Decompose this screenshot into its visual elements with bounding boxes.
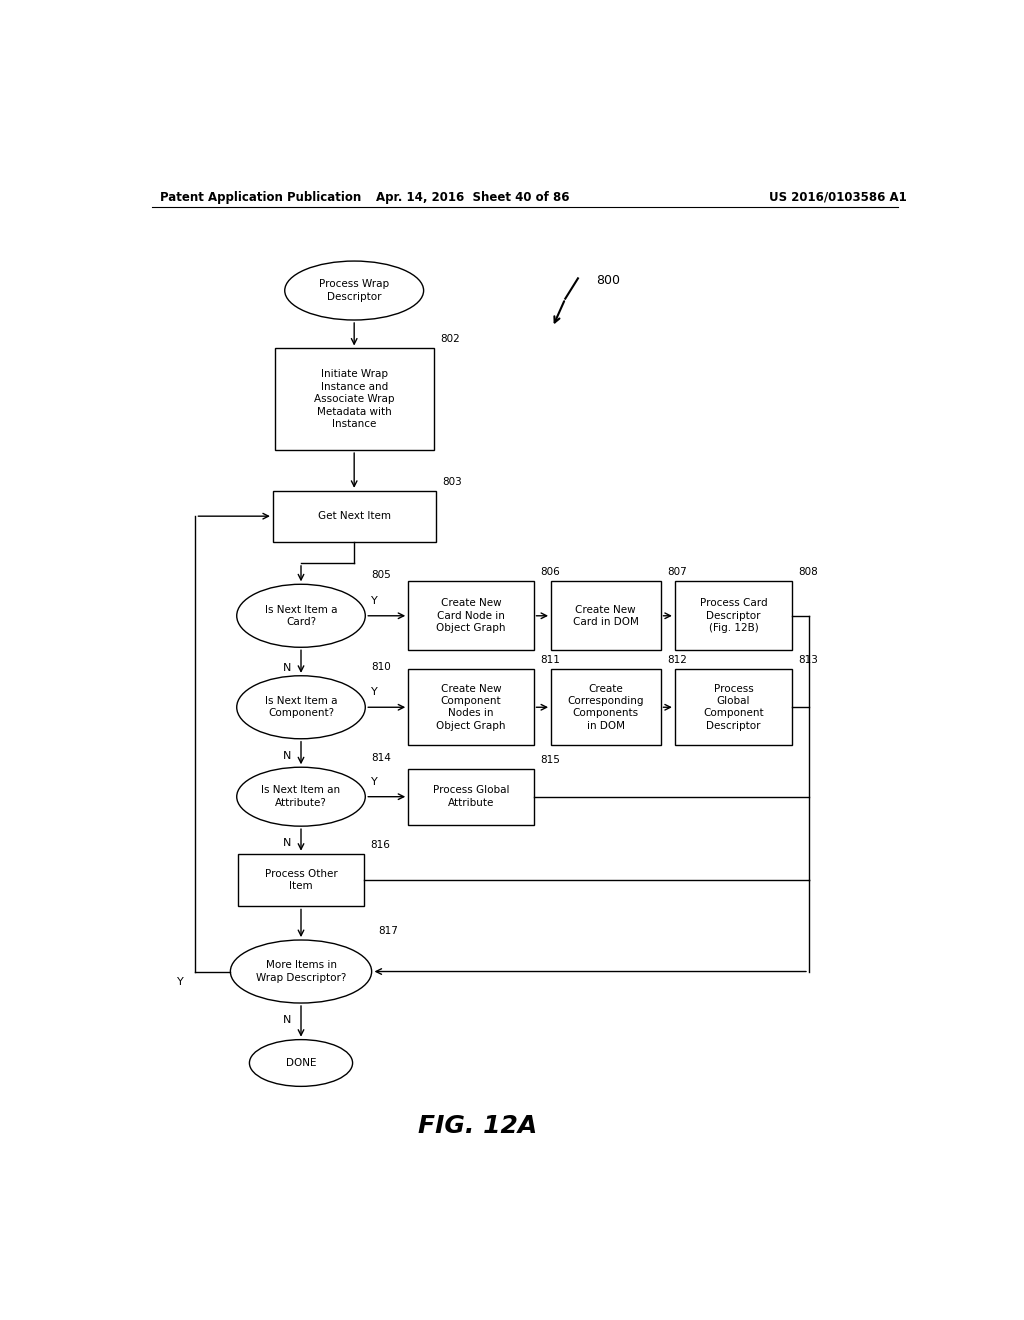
Text: N: N xyxy=(283,751,291,760)
Text: 800: 800 xyxy=(596,273,621,286)
Text: US 2016/0103586 A1: US 2016/0103586 A1 xyxy=(769,190,907,203)
Text: Process Card
Descriptor
(Fig. 12B): Process Card Descriptor (Fig. 12B) xyxy=(699,598,767,634)
Text: 806: 806 xyxy=(540,568,560,577)
Text: Process
Global
Component
Descriptor: Process Global Component Descriptor xyxy=(703,684,764,731)
Text: Is Next Item a
Component?: Is Next Item a Component? xyxy=(265,696,337,718)
Text: Get Next Item: Get Next Item xyxy=(317,511,391,521)
Text: 817: 817 xyxy=(378,925,398,936)
Text: Apr. 14, 2016  Sheet 40 of 86: Apr. 14, 2016 Sheet 40 of 86 xyxy=(377,190,570,203)
Text: Patent Application Publication: Patent Application Publication xyxy=(160,190,361,203)
Text: DONE: DONE xyxy=(286,1059,316,1068)
Text: N: N xyxy=(283,663,291,672)
Text: 811: 811 xyxy=(540,655,560,665)
Text: 814: 814 xyxy=(372,754,391,763)
Text: FIG. 12A: FIG. 12A xyxy=(418,1114,537,1138)
Text: Is Next Item a
Card?: Is Next Item a Card? xyxy=(265,605,337,627)
Text: 807: 807 xyxy=(667,568,687,577)
Text: Initiate Wrap
Instance and
Associate Wrap
Metadata with
Instance: Initiate Wrap Instance and Associate Wra… xyxy=(314,370,394,429)
Text: Y: Y xyxy=(177,977,183,986)
Text: 810: 810 xyxy=(372,661,391,672)
Text: Create
Corresponding
Components
in DOM: Create Corresponding Components in DOM xyxy=(567,684,644,731)
Text: 808: 808 xyxy=(799,568,818,577)
Text: N: N xyxy=(283,838,291,849)
Text: 805: 805 xyxy=(372,570,391,581)
Text: Is Next Item an
Attribute?: Is Next Item an Attribute? xyxy=(261,785,341,808)
Text: Create New
Card Node in
Object Graph: Create New Card Node in Object Graph xyxy=(436,598,506,634)
Text: 813: 813 xyxy=(799,655,818,665)
Text: Process Global
Attribute: Process Global Attribute xyxy=(432,785,509,808)
Text: 815: 815 xyxy=(540,755,560,764)
Text: Y: Y xyxy=(372,595,378,606)
Text: Y: Y xyxy=(372,688,378,697)
Text: 802: 802 xyxy=(440,334,460,345)
Text: 803: 803 xyxy=(442,477,462,487)
Text: 812: 812 xyxy=(667,655,687,665)
Text: N: N xyxy=(283,1015,291,1026)
Text: Process Wrap
Descriptor: Process Wrap Descriptor xyxy=(319,280,389,302)
Text: Create New
Card in DOM: Create New Card in DOM xyxy=(572,605,639,627)
Text: More Items in
Wrap Descriptor?: More Items in Wrap Descriptor? xyxy=(256,961,346,982)
Text: Process Other
Item: Process Other Item xyxy=(264,869,337,891)
Text: Y: Y xyxy=(372,776,378,787)
Text: 816: 816 xyxy=(370,840,390,850)
Text: Create New
Component
Nodes in
Object Graph: Create New Component Nodes in Object Gra… xyxy=(436,684,506,731)
